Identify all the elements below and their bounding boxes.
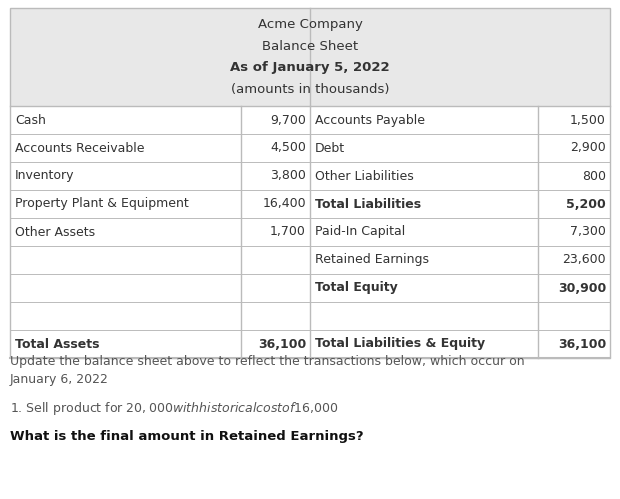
Text: 5,200: 5,200 bbox=[566, 198, 606, 211]
Text: 2,900: 2,900 bbox=[570, 142, 606, 155]
Bar bbox=[10, 8, 610, 358]
Text: What is the final amount in Retained Earnings?: What is the final amount in Retained Ear… bbox=[10, 430, 363, 443]
Text: Acme Company: Acme Company bbox=[257, 18, 363, 31]
Text: 3,800: 3,800 bbox=[270, 170, 306, 183]
Text: 9,700: 9,700 bbox=[270, 113, 306, 127]
Text: 16,400: 16,400 bbox=[262, 198, 306, 211]
Text: 30,900: 30,900 bbox=[558, 281, 606, 294]
Text: Accounts Receivable: Accounts Receivable bbox=[15, 142, 144, 155]
Text: Balance Sheet: Balance Sheet bbox=[262, 39, 358, 52]
Text: Other Assets: Other Assets bbox=[15, 226, 95, 239]
Text: Total Equity: Total Equity bbox=[315, 281, 398, 294]
Text: Other Liabilities: Other Liabilities bbox=[315, 170, 414, 183]
Text: Cash: Cash bbox=[15, 113, 46, 127]
Text: Debt: Debt bbox=[315, 142, 345, 155]
Text: Total Assets: Total Assets bbox=[15, 337, 99, 350]
Text: 4,500: 4,500 bbox=[270, 142, 306, 155]
Text: Inventory: Inventory bbox=[15, 170, 74, 183]
Text: As of January 5, 2022: As of January 5, 2022 bbox=[230, 61, 390, 74]
Text: Paid-In Capital: Paid-In Capital bbox=[315, 226, 405, 239]
Text: 36,100: 36,100 bbox=[258, 337, 306, 350]
Text: Update the balance sheet above to reflect the transactions below, which occur on: Update the balance sheet above to reflec… bbox=[10, 355, 525, 386]
Text: 23,600: 23,600 bbox=[562, 253, 606, 266]
Text: Total Liabilities & Equity: Total Liabilities & Equity bbox=[315, 337, 485, 350]
Text: Total Liabilities: Total Liabilities bbox=[315, 198, 421, 211]
Text: 7,300: 7,300 bbox=[570, 226, 606, 239]
Text: Accounts Payable: Accounts Payable bbox=[315, 113, 425, 127]
FancyBboxPatch shape bbox=[10, 8, 610, 106]
Text: 36,100: 36,100 bbox=[558, 337, 606, 350]
Text: 1,500: 1,500 bbox=[570, 113, 606, 127]
Text: Property Plant & Equipment: Property Plant & Equipment bbox=[15, 198, 188, 211]
Text: (amounts in thousands): (amounts in thousands) bbox=[231, 83, 389, 96]
Text: 1,700: 1,700 bbox=[270, 226, 306, 239]
Text: 800: 800 bbox=[582, 170, 606, 183]
Text: Retained Earnings: Retained Earnings bbox=[315, 253, 429, 266]
Text: 1. Sell product for $20,000 with historical cost of $16,000: 1. Sell product for $20,000 with histori… bbox=[10, 400, 339, 417]
